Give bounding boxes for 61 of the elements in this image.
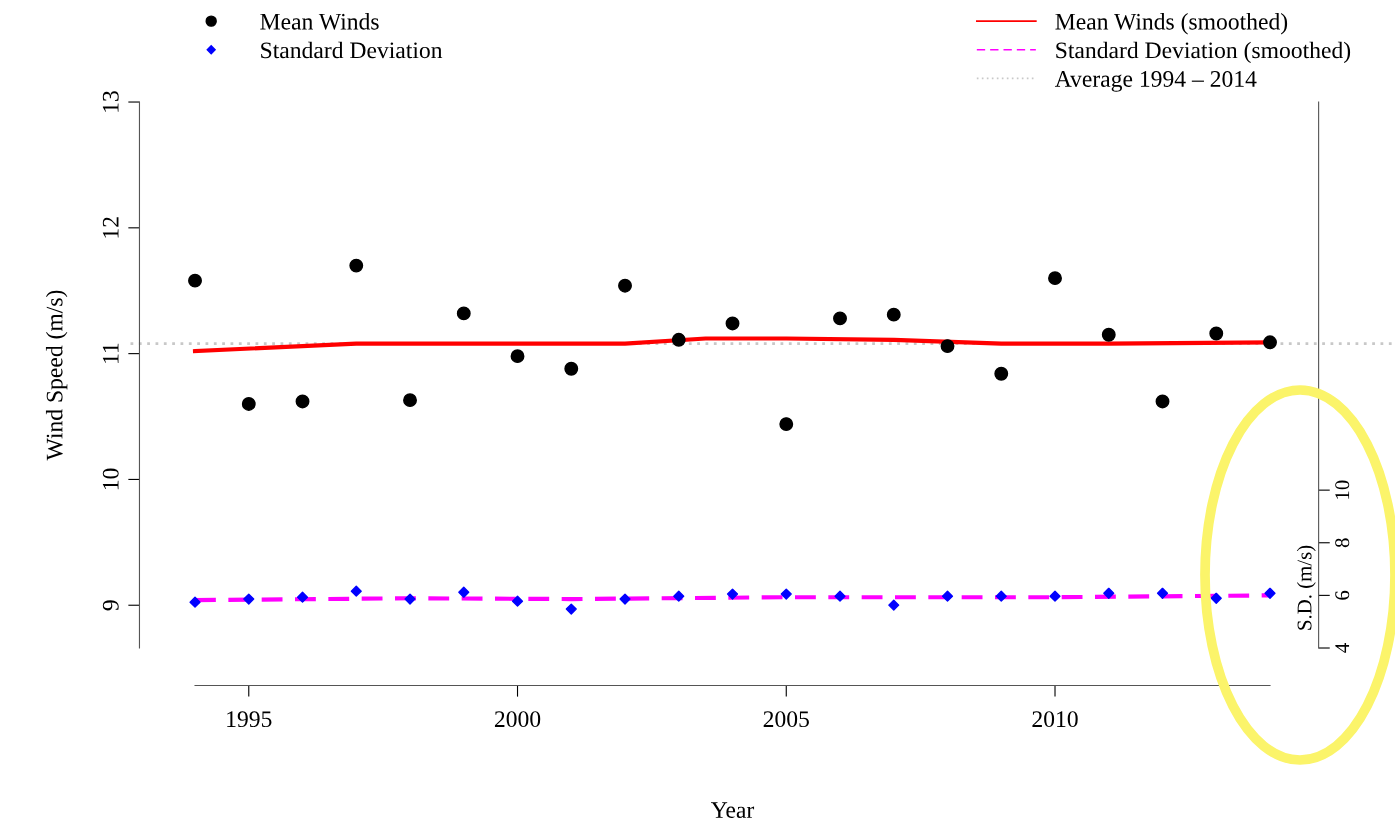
y-tick-label: 13 — [102, 91, 119, 112]
point — [565, 603, 577, 615]
y2-tick-label: 6 — [1335, 590, 1350, 600]
x-tick-label: 2005 — [763, 711, 809, 728]
y-tick-label: 9 — [102, 600, 119, 611]
x-tick-label: 2010 — [1032, 711, 1078, 728]
point — [1209, 326, 1224, 341]
point — [886, 307, 901, 322]
point — [1048, 271, 1062, 286]
point — [350, 585, 362, 597]
y2-tick-label: 8 — [1335, 538, 1350, 548]
point — [1101, 327, 1116, 342]
legend-label: Mean Winds — [260, 13, 379, 30]
legend-label: Standard Deviation (smoothed) — [1056, 41, 1351, 64]
point — [834, 590, 846, 602]
point — [241, 397, 256, 411]
point — [511, 595, 524, 607]
point — [349, 258, 364, 273]
point — [1210, 592, 1222, 604]
point — [1155, 394, 1170, 409]
y2-tick-label: 10 — [1335, 480, 1350, 499]
legend-label: Average 1994 – 2014 — [1054, 70, 1257, 92]
point — [888, 599, 900, 611]
y-tick-label: 10 — [102, 468, 119, 490]
point — [295, 394, 310, 409]
point — [1103, 587, 1115, 599]
legend-label: Standard Deviation — [261, 41, 443, 59]
point — [725, 316, 740, 331]
point — [243, 593, 255, 605]
x-axis-title: Year — [711, 802, 755, 818]
point — [726, 588, 739, 600]
point — [995, 590, 1007, 602]
y-tick-label: 11 — [102, 343, 119, 363]
point — [1049, 590, 1061, 602]
x-tick-label: 2000 — [494, 711, 541, 728]
legend-label: Mean Winds (smoothed) — [1055, 13, 1288, 35]
point — [403, 393, 417, 408]
point — [564, 361, 579, 376]
point — [994, 366, 1009, 381]
point — [941, 590, 954, 602]
point — [618, 278, 632, 293]
point — [673, 590, 685, 602]
point — [510, 349, 525, 364]
point — [780, 588, 792, 600]
point — [1263, 335, 1277, 350]
x-tick-label: 1995 — [227, 711, 272, 728]
point — [189, 596, 201, 608]
point — [833, 311, 847, 326]
point — [779, 417, 794, 432]
point — [671, 332, 686, 347]
point — [1156, 587, 1169, 599]
point — [458, 586, 470, 598]
y-axis-title: Wind Speed (m/s) — [45, 290, 68, 461]
point — [296, 591, 309, 603]
point — [456, 306, 471, 321]
y2-axis-title: S.D. (m/s) — [1296, 545, 1316, 630]
y2-tick-label: 4 — [1335, 643, 1350, 653]
point — [940, 339, 955, 354]
y-tick-label: 12 — [102, 217, 119, 238]
point — [1264, 587, 1276, 599]
point — [188, 273, 202, 288]
